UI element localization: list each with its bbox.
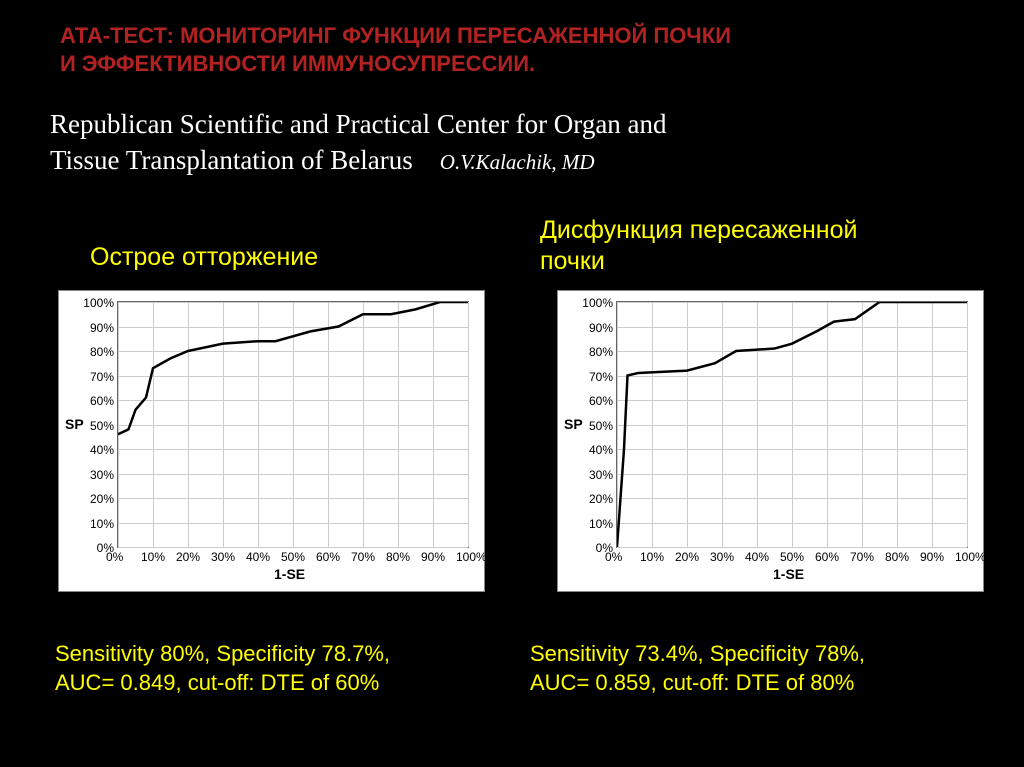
xtick-label: 40% [745, 550, 769, 564]
xtick-label: 20% [176, 550, 200, 564]
xtick-label: 70% [850, 550, 874, 564]
xtick-label: 50% [281, 550, 305, 564]
left-chart: SP 0%10%20%30%40%50%60%70%80%90%100%0%10… [58, 290, 485, 592]
left-metrics-line-1: Sensitivity 80%, Specificity 78.7%, [55, 640, 390, 669]
ytick-label: 70% [589, 370, 613, 384]
right-metrics-line-1: Sensitivity 73.4%, Specificity 78%, [530, 640, 865, 669]
left-ylabel: SP [65, 416, 84, 432]
slide: АТА-ТЕСТ: МОНИТОРИНГ ФУНКЦИИ ПЕРЕСАЖЕННО… [0, 0, 1024, 767]
roc-svg [617, 302, 967, 547]
ytick-label: 40% [90, 443, 114, 457]
left-metrics-line-2: AUC= 0.849, cut-off: DTE of 60% [55, 669, 390, 698]
xtick-label: 0% [106, 550, 123, 564]
roc-line [617, 302, 967, 547]
xtick-label: 90% [421, 550, 445, 564]
left-chart-heading: Острое отторжение [90, 242, 318, 273]
slide-title: АТА-ТЕСТ: МОНИТОРИНГ ФУНКЦИИ ПЕРЕСАЖЕННО… [60, 22, 731, 77]
left-xlabel: 1-SE [274, 566, 305, 582]
roc-line [118, 302, 468, 434]
gridline-h [617, 547, 967, 548]
gridline-v [468, 302, 469, 547]
ytick-label: 60% [90, 394, 114, 408]
title-line-2: И ЭФФЕКТИВНОСТИ ИММУНОСУПРЕССИИ. [60, 50, 731, 78]
xtick-label: 10% [640, 550, 664, 564]
title-line-1: АТА-ТЕСТ: МОНИТОРИНГ ФУНКЦИИ ПЕРЕСАЖЕННО… [60, 22, 731, 50]
ytick-label: 50% [589, 419, 613, 433]
gridline-v [967, 302, 968, 547]
left-plot-area: 0%10%20%30%40%50%60%70%80%90%100%0%10%20… [117, 301, 469, 548]
right-chart: SP 0%10%20%30%40%50%60%70%80%90%100%0%10… [557, 290, 984, 592]
right-chart-heading: Дисфункция пересаженной почки [540, 215, 920, 278]
ytick-label: 80% [589, 345, 613, 359]
ytick-label: 20% [90, 492, 114, 506]
right-ylabel: SP [564, 416, 583, 432]
xtick-label: 30% [211, 550, 235, 564]
xtick-label: 30% [710, 550, 734, 564]
ytick-label: 10% [90, 517, 114, 531]
xtick-label: 80% [885, 550, 909, 564]
ytick-label: 60% [589, 394, 613, 408]
xtick-label: 100% [456, 550, 487, 564]
right-metrics-line-2: AUC= 0.859, cut-off: DTE of 80% [530, 669, 865, 698]
ytick-label: 30% [589, 468, 613, 482]
ytick-label: 90% [90, 321, 114, 335]
xtick-label: 70% [351, 550, 375, 564]
ytick-label: 100% [582, 296, 613, 310]
xtick-label: 50% [780, 550, 804, 564]
ytick-label: 10% [589, 517, 613, 531]
subtitle-org: Tissue Transplantation of Belarus [50, 145, 413, 175]
xtick-label: 100% [955, 550, 986, 564]
xtick-label: 80% [386, 550, 410, 564]
ytick-label: 70% [90, 370, 114, 384]
ytick-label: 20% [589, 492, 613, 506]
subtitle: Republican Scientific and Practical Cent… [50, 106, 667, 179]
xtick-label: 60% [815, 550, 839, 564]
right-plot-area: 0%10%20%30%40%50%60%70%80%90%100%0%10%20… [616, 301, 968, 548]
xtick-label: 10% [141, 550, 165, 564]
xtick-label: 90% [920, 550, 944, 564]
subtitle-author: O.V.Kalachik, MD [440, 150, 595, 174]
roc-svg [118, 302, 468, 547]
ytick-label: 40% [589, 443, 613, 457]
ytick-label: 30% [90, 468, 114, 482]
left-metrics: Sensitivity 80%, Specificity 78.7%, AUC=… [55, 640, 390, 697]
xtick-label: 40% [246, 550, 270, 564]
gridline-h [118, 547, 468, 548]
right-xlabel: 1-SE [773, 566, 804, 582]
xtick-label: 60% [316, 550, 340, 564]
xtick-label: 0% [605, 550, 622, 564]
right-metrics: Sensitivity 73.4%, Specificity 78%, AUC=… [530, 640, 865, 697]
subtitle-line-1: Republican Scientific and Practical Cent… [50, 106, 667, 142]
xtick-label: 20% [675, 550, 699, 564]
ytick-label: 100% [83, 296, 114, 310]
ytick-label: 80% [90, 345, 114, 359]
ytick-label: 50% [90, 419, 114, 433]
subtitle-line-2: Tissue Transplantation of Belarus O.V.Ka… [50, 142, 667, 178]
ytick-label: 90% [589, 321, 613, 335]
